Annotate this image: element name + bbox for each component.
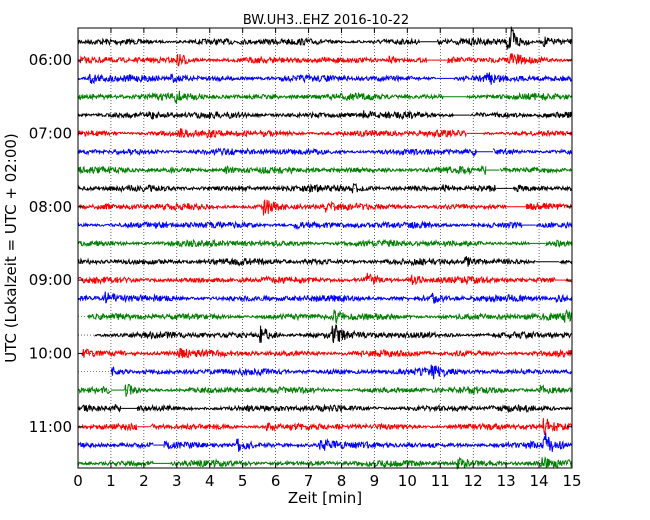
x-tick-label: 15 [562, 472, 581, 490]
x-axis-label: Zeit [min] [288, 489, 362, 507]
y-tick-label: 11:00 [29, 418, 72, 436]
y-tick-label: 10:00 [29, 344, 72, 362]
traces [77, 26, 573, 470]
trace-09:00 [77, 272, 572, 286]
x-tick-label: 8 [337, 472, 347, 490]
trace-07:00 [77, 128, 573, 139]
trace-08:30 [77, 238, 573, 248]
x-tick-label: 10 [398, 472, 417, 490]
y-tick-label: 09:00 [29, 271, 72, 289]
x-axis-ticks: 0 1 2 3 4 5 6 7 8 9 10 11 12 13 14 15 [73, 28, 582, 490]
x-tick-label: 9 [370, 472, 380, 490]
trace-10:15 [110, 364, 573, 380]
trace-08:45 [77, 256, 573, 267]
y-axis-label: UTC (Lokalzeit = UTC + 02:00) [2, 133, 20, 363]
x-tick-label: 5 [238, 472, 248, 490]
x-tick-label: 4 [205, 472, 215, 490]
trace-10:30 [77, 383, 573, 397]
trace-05:45 [77, 26, 572, 50]
trace-06:00 [77, 53, 573, 67]
x-tick-label: 1 [106, 472, 116, 490]
x-tick-label: 7 [304, 472, 314, 490]
trace-06:30 [77, 90, 573, 104]
trace-11:15 [77, 432, 573, 452]
chart-title: BW.UH3..EHZ 2016-10-22 [243, 13, 409, 28]
grid [78, 28, 572, 468]
trace-09:15 [77, 291, 573, 304]
trace-08:00 [77, 198, 573, 216]
x-tick-label: 14 [530, 472, 549, 490]
trace-07:15 [77, 147, 573, 157]
plot-frame [77, 27, 573, 469]
x-tick-label: 0 [73, 472, 83, 490]
trace-08:15 [77, 220, 573, 231]
x-tick-label: 6 [271, 472, 281, 490]
x-tick-label: 11 [431, 472, 450, 490]
x-tick-label: 3 [172, 472, 182, 490]
trace-10:00 [81, 348, 573, 359]
trace-09:30 [87, 309, 573, 324]
trace-10:45 [77, 403, 573, 414]
y-tick-label: 06:00 [29, 51, 72, 69]
x-tick-label: 12 [464, 472, 483, 490]
y-axis-ticks: 06:00 07:00 08:00 09:00 10:00 11:00 [29, 51, 572, 436]
trace-11:00 [77, 418, 573, 436]
trace-11:30 [77, 455, 573, 470]
trace-07:45 [77, 182, 573, 194]
trace-06:15 [77, 72, 573, 85]
y-tick-label: 08:00 [29, 198, 72, 216]
trace-07:30 [77, 164, 572, 176]
trace-09:45 [94, 324, 573, 343]
y-tick-label: 07:00 [29, 124, 72, 142]
trace-06:45 [77, 109, 573, 121]
x-tick-label: 2 [139, 472, 149, 490]
x-tick-label: 13 [497, 472, 516, 490]
